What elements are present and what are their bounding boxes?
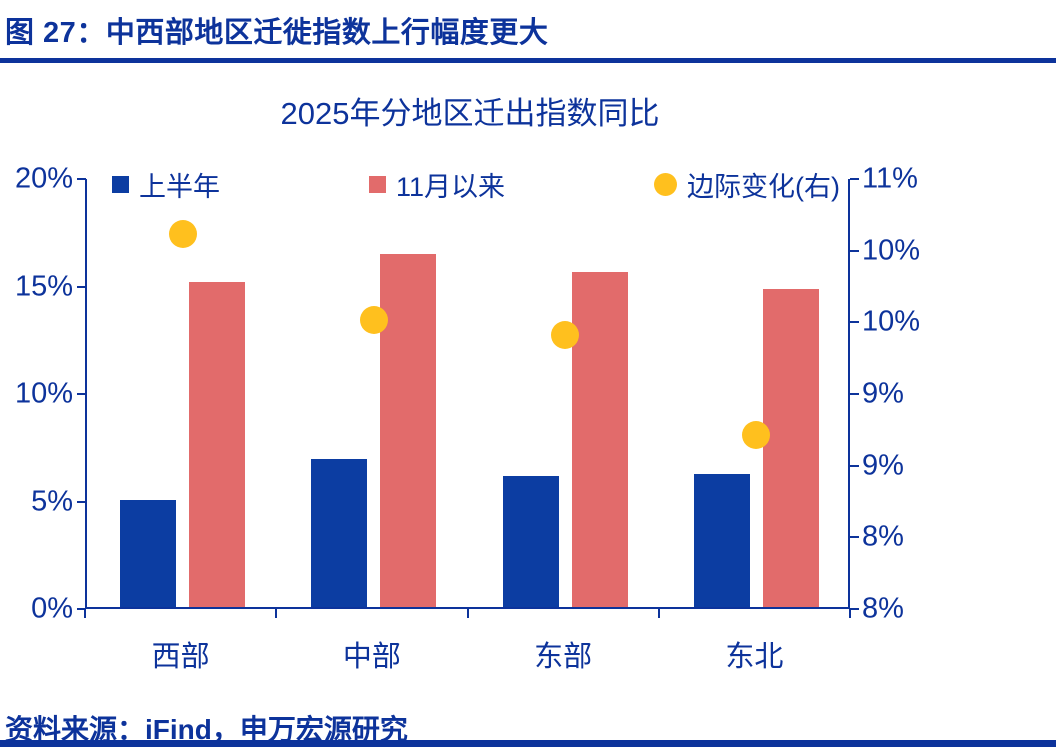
axis-tick	[850, 321, 859, 324]
bar-since-november	[571, 271, 628, 607]
legend-item-since-november: 11月以来	[368, 165, 506, 204]
axis-tick	[77, 285, 86, 288]
legend-yellow-circle-icon	[654, 173, 677, 196]
axis-tick	[77, 393, 86, 395]
marginal-change-dot	[742, 421, 771, 449]
axis-tick	[850, 178, 859, 180]
axis-tick	[850, 608, 859, 610]
x-axis-label: 西部	[151, 641, 210, 673]
legend-blue-square-icon	[112, 176, 129, 193]
axis-tick	[850, 464, 859, 467]
y-axis-label-right: 8%	[862, 520, 904, 553]
x-axis-label: 中部	[342, 641, 401, 673]
y-axis-label-left: 15%	[14, 270, 73, 302]
legend-label-first-half: 上半年	[139, 172, 220, 202]
legend-label-since-november: 11月以来	[395, 172, 506, 202]
bottom-rule	[0, 740, 1056, 747]
axis-tick	[77, 608, 86, 610]
chart-canvas: 上半年 11月以来 边际变化(右) 20% 15% 10% 5% 0% 11% 10% 10…	[0, 163, 1056, 684]
bar-since-november	[189, 282, 245, 607]
x-axis-label: 东北	[725, 641, 784, 673]
y-axis-left: 20% 15% 10% 5% 0%	[0, 163, 73, 625]
bar-first-half	[120, 499, 176, 607]
marginal-change-dot	[359, 306, 388, 335]
y-axis-label-left: 5%	[31, 485, 73, 517]
axis-tick	[850, 249, 859, 252]
plot-area	[85, 179, 850, 609]
y-axis-label-left: 0%	[31, 592, 73, 625]
y-axis-label-right: 10%	[862, 234, 921, 267]
axis-tick	[850, 536, 859, 539]
legend: 上半年 11月以来 边际变化(右)	[112, 165, 840, 204]
y-axis-label-left: 10%	[14, 377, 73, 410]
category-group	[278, 179, 469, 607]
axis-tick	[657, 609, 660, 618]
marginal-change-dot	[168, 220, 197, 249]
bar-first-half	[502, 475, 559, 607]
x-axis-label: 东部	[534, 641, 593, 673]
legend-red-square-icon	[368, 176, 386, 193]
y-axis-label-left: 20%	[14, 162, 73, 195]
axis-tick	[275, 609, 278, 618]
category-group	[87, 179, 278, 607]
axis-tick	[466, 609, 469, 618]
category-group	[661, 179, 852, 607]
legend-label-marginal-change: 边际变化(右)	[687, 172, 840, 202]
y-axis-right: 11% 10% 10% 9% 9% 8% 8%	[862, 163, 972, 625]
axis-tick	[850, 393, 859, 395]
bar-first-half	[311, 458, 368, 607]
legend-item-marginal-change: 边际变化(右)	[654, 165, 840, 204]
y-axis-label-right: 8%	[862, 592, 904, 625]
bar-since-november	[762, 288, 819, 607]
source-text: 资料来源：iFind，申万宏源研究	[5, 714, 408, 745]
legend-item-first-half: 上半年	[112, 165, 220, 204]
axis-tick	[77, 178, 86, 180]
title-divider-rule	[0, 58, 1056, 63]
y-axis-label-right: 11%	[862, 162, 918, 195]
y-axis-label-right: 9%	[862, 377, 904, 410]
figure-title: 图 27：中西部地区迁徙指数上行幅度更大	[5, 17, 549, 49]
axis-tick	[849, 609, 851, 618]
category-group	[470, 179, 661, 607]
marginal-change-dot	[551, 320, 580, 349]
chart-title: 2025年分地区迁出指数同比	[280, 96, 660, 131]
bar-first-half	[693, 473, 750, 607]
axis-tick	[77, 500, 86, 503]
y-axis-label-right: 10%	[862, 305, 921, 338]
axis-tick	[84, 609, 86, 618]
bar-since-november	[380, 254, 437, 607]
y-axis-label-right: 9%	[862, 449, 904, 482]
